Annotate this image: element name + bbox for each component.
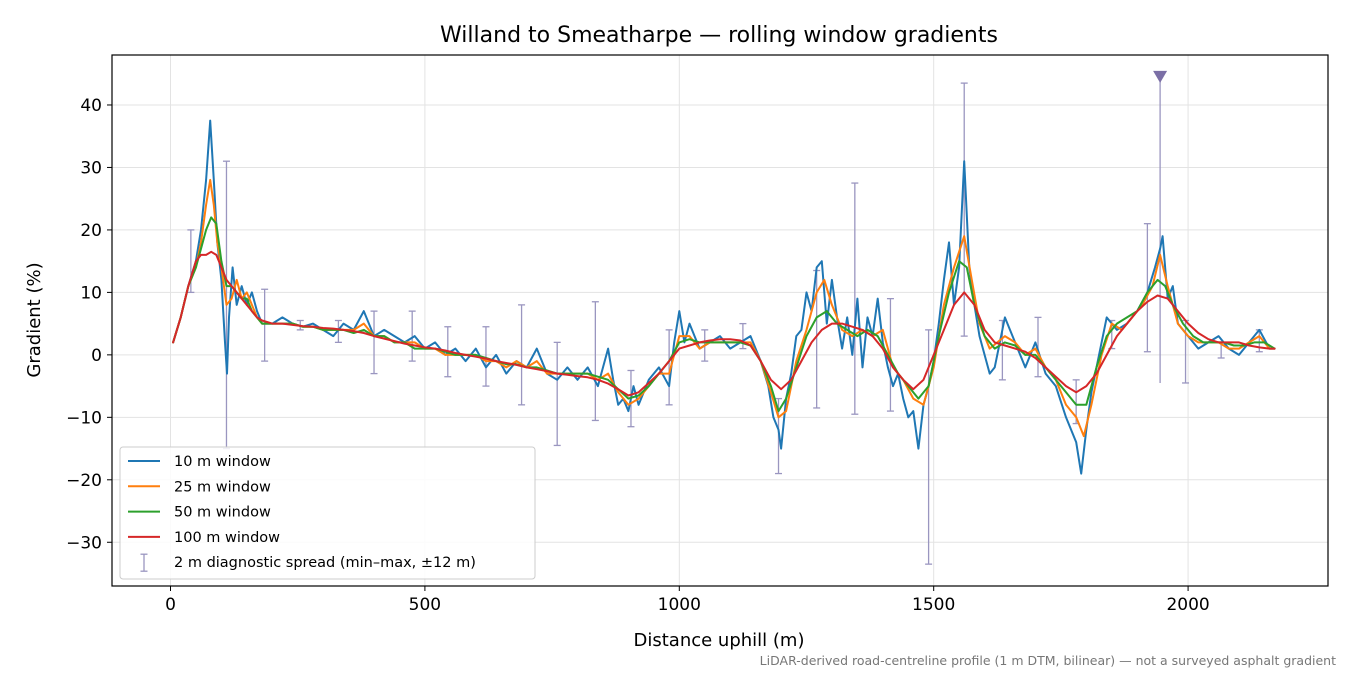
footnote: LiDAR-derived road-centreline profile (1… xyxy=(760,653,1336,668)
series-line-4 xyxy=(172,250,1276,397)
x-tick-label: 0 xyxy=(165,595,176,615)
legend-label: 2 m diagnostic spread (min–max, ±12 m) xyxy=(174,555,476,571)
x-tick-label: 2000 xyxy=(1166,595,1209,615)
y-tick-label: 0 xyxy=(91,346,102,366)
x-tick-label: 1500 xyxy=(912,595,955,615)
legend-label: 50 m window xyxy=(174,505,271,521)
legend-label: 10 m window xyxy=(174,454,271,470)
plot-area xyxy=(172,70,1276,565)
x-axis-label: Distance uphill (m) xyxy=(634,630,805,651)
series-line-2 xyxy=(172,178,1276,438)
y-tick-label: 20 xyxy=(80,221,102,241)
legend: 10 m window 25 m window 50 m window 100 m w… xyxy=(119,446,536,580)
series-line-1 xyxy=(172,119,1276,475)
x-tick-label: 1000 xyxy=(658,595,701,615)
y-axis: −30 −20 −10 0 10 20 30 40 xyxy=(66,96,112,553)
y-tick-label: −10 xyxy=(66,408,102,428)
y-tick-label: −20 xyxy=(66,471,102,491)
x-tick-label: 500 xyxy=(409,595,441,615)
y-tick-label: 30 xyxy=(80,158,102,178)
legend-box xyxy=(119,446,536,580)
plot-frame xyxy=(111,54,1329,587)
y-tick-label: 10 xyxy=(80,283,102,303)
series-line-3 xyxy=(172,216,1276,413)
peak-marker xyxy=(1153,70,1168,83)
y-axis-label: Gradient (%) xyxy=(24,262,45,377)
legend-label: 25 m window xyxy=(174,479,271,495)
x-axis: 0 500 1000 1500 2000 xyxy=(165,586,1210,615)
y-tick-label: 40 xyxy=(80,96,102,116)
chart-title: Willand to Smeatharpe — rolling window g… xyxy=(440,23,998,48)
legend-label: 100 m window xyxy=(174,530,280,546)
y-tick-label: −30 xyxy=(66,533,102,553)
